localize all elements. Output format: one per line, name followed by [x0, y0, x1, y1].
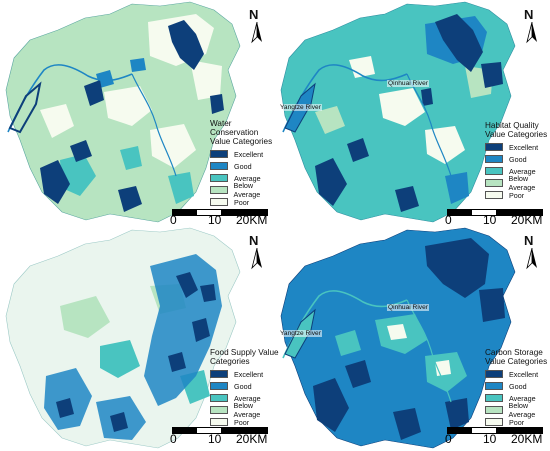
scale-label-10: 10: [483, 213, 497, 227]
legend-label: Excellent: [234, 149, 264, 159]
scale-label-10: 10: [208, 213, 222, 227]
legend-item-average: Average: [210, 392, 280, 404]
legend-item-excellent: Excellent: [210, 368, 280, 380]
legend-water-conservation: Water Conservation Value Categories Exce…: [210, 119, 280, 208]
map-habitat-quality: [280, 1, 516, 223]
qinhuai-river: [406, 299, 452, 403]
scale-label-20km: 20KM: [511, 213, 543, 227]
legend-title: Habitat Quality Value Categories: [485, 121, 548, 139]
legend-label: Below Average: [233, 181, 261, 199]
legend-item-good: Good: [210, 160, 280, 172]
excellent-zones: [315, 14, 503, 212]
qinhuai-river: [131, 73, 177, 177]
yangtze-loop: [8, 81, 42, 134]
river-label-yangtze: Yangtze River: [279, 330, 322, 337]
legend-item-good: Good: [485, 380, 550, 392]
river-label-qinhuai: Qinhuai River: [387, 80, 429, 87]
legend-item-poor: Poor: [485, 189, 550, 201]
north-label: N: [249, 233, 259, 248]
legend-item-average: Average: [485, 165, 550, 177]
legend-item-excellent: Excellent: [485, 368, 550, 380]
legend-item-average: Average: [485, 392, 550, 404]
legend-habitat-quality: Habitat Quality Value Categories Excelle…: [485, 121, 550, 201]
legend-item-excellent: Excellent: [210, 148, 280, 160]
legend-label: Average: [509, 393, 536, 403]
legend-label: Good: [234, 381, 252, 391]
legend-label: Excellent: [509, 369, 539, 379]
below-average-zones: [315, 66, 493, 134]
north-arrow-icon: [526, 248, 537, 270]
north-label: N: [249, 7, 259, 22]
legend-carbon-storage: Carbon Storage Value Categories Excellen…: [485, 348, 550, 428]
legend-label: Below Average: [508, 401, 536, 419]
scale-label-20km: 20KM: [236, 432, 268, 446]
north-label: N: [524, 7, 534, 22]
legend-label: Good: [234, 161, 252, 171]
excellent-zones: [56, 272, 216, 432]
excellent-zones: [313, 238, 505, 440]
map-panel-carbon-storage: Yangtze River Qinhuai River N Carbon Sto…: [275, 226, 550, 451]
legend-label: Poor: [234, 197, 250, 207]
scale-label-20km: 20KM: [511, 432, 543, 446]
qinhuai-river: [406, 73, 452, 177]
scale-label-10: 10: [483, 432, 497, 446]
legend-item-below-average: Below Average: [485, 401, 550, 419]
legend-label: Below Average: [508, 174, 536, 192]
north-arrow-icon: [526, 22, 537, 44]
scale-label-10: 10: [208, 432, 222, 446]
legend-item-poor: Poor: [210, 416, 280, 428]
legend-label: Excellent: [509, 142, 539, 152]
legend-title: Food Supply Value Categories: [210, 348, 279, 366]
legend-label: Poor: [509, 190, 525, 200]
legend-label: Poor: [234, 417, 250, 427]
map-panel-water-conservation: N Water Conservation Value Categories Ex…: [0, 0, 275, 227]
legend-label: Excellent: [234, 369, 264, 379]
legend-label: Good: [509, 381, 527, 391]
legend-label: Average: [509, 166, 536, 176]
legend-title: Water Conservation Value Categories: [210, 119, 273, 146]
excellent-zones: [40, 20, 224, 212]
legend-item-good: Good: [485, 153, 550, 165]
legend-label: Below Average: [233, 401, 261, 419]
legend-item-good: Good: [210, 380, 280, 392]
river-label-qinhuai: Qinhuai River: [387, 304, 429, 311]
map-carbon-storage: [280, 227, 516, 449]
scale-label-20km: 20KM: [236, 213, 268, 227]
scale-label-0: 0: [445, 213, 452, 227]
legend-label: Average: [234, 173, 261, 183]
scale-label-0: 0: [170, 432, 177, 446]
legend-item-poor: Poor: [210, 196, 280, 208]
map-water-conservation: [5, 1, 241, 223]
map-panel-habitat-quality: Yangtze River Qinhuai River N Habitat Qu…: [275, 0, 550, 227]
legend-label: Average: [234, 393, 261, 403]
legend-item-below-average: Below Average: [485, 174, 550, 192]
scale-label-0: 0: [445, 432, 452, 446]
north-label: N: [524, 233, 534, 248]
map-food-supply: [5, 227, 241, 449]
legend-item-excellent: Excellent: [485, 141, 550, 153]
legend-food-supply: Food Supply Value Categories Excellent G…: [210, 348, 280, 428]
legend-item-poor: Poor: [485, 416, 550, 428]
legend-label: Poor: [509, 417, 525, 427]
legend-item-below-average: Below Average: [210, 181, 280, 199]
north-arrow-icon: [251, 22, 262, 44]
legend-title: Carbon Storage Value Categories: [485, 348, 548, 366]
legend-item-average: Average: [210, 172, 280, 184]
map-panel-food-supply: N Food Supply Value Categories Excellent…: [0, 226, 279, 451]
river-label-yangtze: Yangtze River: [279, 104, 322, 111]
legend-item-below-average: Below Average: [210, 401, 280, 419]
scale-label-0: 0: [170, 213, 177, 227]
legend-label: Good: [509, 154, 527, 164]
north-arrow-icon: [251, 248, 262, 270]
